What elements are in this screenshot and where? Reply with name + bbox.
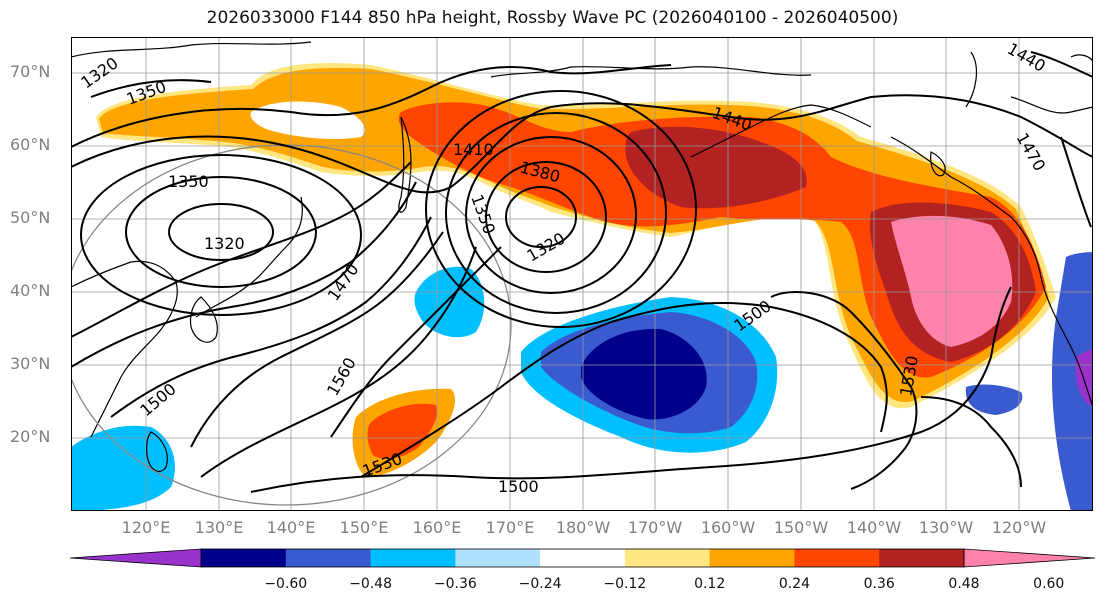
colorbar-tick-label: 0.12 [694, 576, 726, 592]
colorbar-cell [285, 549, 372, 567]
contour-label: 1470 [324, 260, 363, 304]
map-canvas: 1320 1350 1320 1350 1410 1380 1350 1320 … [71, 37, 1093, 511]
colorbar [70, 548, 1095, 568]
colorbar-cell [455, 549, 541, 567]
map-panel: 1320 1350 1320 1350 1410 1380 1350 1320 … [71, 37, 1093, 511]
longitude-label: 170°E [485, 518, 535, 537]
height-contours [71, 51, 1093, 493]
contour-label: 1320 [524, 229, 569, 266]
contour-label: 1410 [453, 140, 494, 159]
extreme-positive-anomaly-region [891, 215, 1013, 347]
colorbar-outline [200, 548, 965, 568]
longitude-label: 130°E [194, 518, 244, 537]
latitude-label: 60°N [10, 135, 51, 154]
contour-label: 1320 [77, 53, 121, 92]
negative-anomaly-region [414, 266, 485, 338]
latitude-label: 40°N [10, 281, 51, 300]
longitude-label: 150°W [773, 518, 829, 537]
colorbar-cell [709, 549, 795, 567]
longitude-label: 170°W [627, 518, 683, 537]
longitude-label: 120°W [991, 518, 1047, 537]
colorbar-cells [70, 548, 1095, 568]
longitude-label: 150°E [339, 518, 389, 537]
colorbar-tick-label: 0.48 [948, 576, 980, 592]
longitude-label: 160°W [700, 518, 756, 537]
latitude-label: 20°N [10, 427, 51, 446]
colorbar-tick-label: 0.36 [863, 576, 895, 592]
colorbar-tick-label: 0.24 [778, 576, 811, 592]
contour-label: 1500 [498, 477, 539, 496]
longitude-label: 140°W [846, 518, 902, 537]
colorbar-cell [794, 549, 880, 567]
colorbar-tick-label: −0.36 [433, 576, 477, 592]
longitude-label: 130°W [918, 518, 974, 537]
positive-anomaly-region [398, 102, 1046, 378]
strong-negative-anomaly-region [581, 328, 707, 420]
colorbar-cell [370, 549, 456, 567]
colorbar-extension-low [70, 548, 202, 568]
contour-label: 1440 [1004, 39, 1049, 76]
shading-layer [71, 63, 1093, 511]
colorbar-tick-label: −0.60 [264, 576, 308, 592]
latitude-label: 50°N [10, 208, 51, 227]
colorbar-cell [540, 549, 626, 567]
contour-label: 1350 [467, 192, 499, 237]
longitude-label: 160°E [412, 518, 462, 537]
negative-anomaly-region [1051, 252, 1093, 511]
colorbar-tick-label: −0.12 [603, 576, 647, 592]
colorbar-cell [879, 549, 965, 567]
contour-label: 1470 [1013, 130, 1050, 175]
positive-anomaly-region [367, 403, 438, 459]
colorbar-tick-label: −0.48 [349, 576, 392, 592]
colorbar-tick-label: −0.24 [518, 576, 562, 592]
colorbar-cell [624, 549, 711, 567]
longitude-label: 180°W [555, 518, 611, 537]
colorbar-extension-high [963, 548, 1095, 568]
contour-label: 1560 [323, 354, 360, 399]
map-title: 2026033000 F144 850 hPa height, Rossby W… [206, 8, 899, 28]
contour-label: 1350 [168, 172, 209, 191]
colorbar-cell [201, 549, 287, 567]
longitude-label: 120°E [121, 518, 171, 537]
latitude-label: 70°N [10, 62, 51, 81]
negative-anomaly-region [71, 425, 175, 511]
strong-positive-anomaly-region [625, 126, 807, 209]
longitude-label: 140°E [266, 518, 316, 537]
negative-anomaly-region [965, 384, 1023, 415]
colorbar-tick-label: 0.60 [1033, 576, 1065, 592]
contour-label: 1320 [204, 234, 245, 253]
latitude-label: 30°N [10, 354, 51, 373]
